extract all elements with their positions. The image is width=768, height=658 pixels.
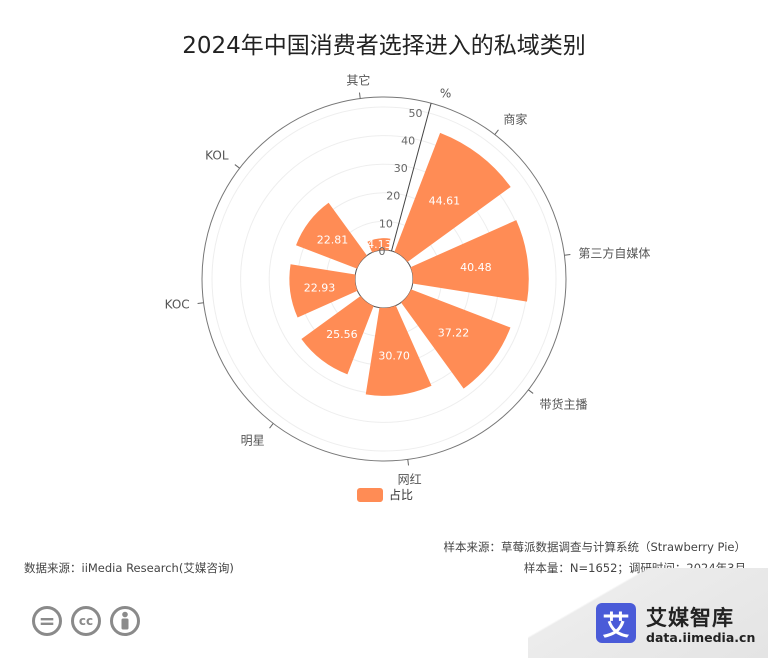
sample-source: 样本来源：草莓派数据调查与计算系统（Strawberry Pie） xyxy=(443,540,746,554)
data-label: 22.81 xyxy=(317,234,349,247)
category-label: 商家 xyxy=(503,112,527,127)
polar-bar xyxy=(394,132,511,262)
polar-bar xyxy=(401,289,511,389)
category-label: 带货主播 xyxy=(539,396,587,411)
angle-tick xyxy=(197,302,204,305)
outer-circle xyxy=(201,96,567,462)
data-label: 4.13 xyxy=(367,238,392,251)
polar-bar-chart: 44.61 40.48 37.22 30.70 25.56 22.93 22.81 4.130… xyxy=(165,73,651,487)
radial-tick-label: 30 xyxy=(394,162,408,175)
angle-tick xyxy=(564,253,571,256)
polar-bar xyxy=(367,238,391,253)
angle-tick xyxy=(234,164,240,169)
data-label: 37.22 xyxy=(438,326,470,339)
angle-tick xyxy=(358,92,361,99)
polar-bar xyxy=(289,264,358,318)
polar-bar xyxy=(365,305,432,396)
chart-title: 2024年中国消费者选择进入的私域类别 xyxy=(182,33,586,59)
polar-bar xyxy=(296,202,367,269)
data-label: 40.48 xyxy=(460,261,492,274)
radial-tick-label: 0 xyxy=(379,245,386,258)
brand-url: data.iimedia.cn xyxy=(646,630,756,645)
person-icon xyxy=(110,606,140,636)
polar-bar xyxy=(301,296,374,375)
angle-tick xyxy=(269,423,274,429)
legend-label: 占比 xyxy=(389,488,414,502)
category-label: KOL xyxy=(205,149,229,163)
angle-tick xyxy=(494,129,499,135)
angle-tick xyxy=(528,389,534,394)
brand-name: 艾媒智库 xyxy=(646,606,734,630)
data-label: 44.61 xyxy=(429,194,461,207)
cc-icon: cc xyxy=(71,606,101,636)
category-label: 明星 xyxy=(241,433,265,447)
radial-tick-label: 10 xyxy=(379,217,393,230)
legend[interactable]: 占比 xyxy=(357,486,413,503)
grid-circle xyxy=(211,106,557,452)
equals-icon: = xyxy=(32,606,62,636)
category-label: KOC xyxy=(165,298,190,312)
data-label: 22.93 xyxy=(304,281,336,294)
category-label: 第三方自媒体 xyxy=(578,245,650,260)
data-source: 数据来源：iiMedia Research(艾媒咨询) xyxy=(24,561,234,575)
category-label: 网红 xyxy=(398,471,422,486)
angle-tick xyxy=(407,459,410,466)
legend-swatch xyxy=(357,487,383,502)
inner-circle xyxy=(354,249,414,309)
category-label: 其它 xyxy=(346,73,370,88)
radial-tick-label: 20 xyxy=(386,190,400,203)
data-label: 30.70 xyxy=(378,350,410,363)
data-label: 25.56 xyxy=(326,328,358,341)
brand-logo: 艾 xyxy=(596,603,636,643)
radial-tick-label: 50 xyxy=(409,107,423,120)
radial-tick-label: 40 xyxy=(401,134,415,147)
radial-axis-unit: % xyxy=(440,86,451,100)
brand-background xyxy=(528,568,768,658)
polar-bar xyxy=(410,220,529,302)
radial-axis xyxy=(391,103,432,252)
